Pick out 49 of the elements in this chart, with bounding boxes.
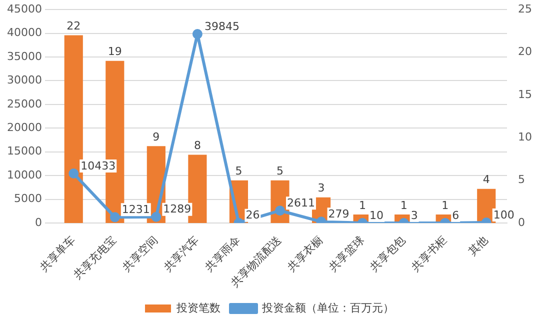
y2-tick-label: 10	[518, 130, 532, 144]
data-label: 100	[493, 208, 514, 222]
y2-tick-label: 25	[518, 2, 532, 16]
data-label: 6	[452, 208, 460, 222]
data-label: 5	[235, 164, 242, 178]
y-tick-label: 10000	[6, 168, 42, 182]
y-tick-label: 25000	[6, 97, 42, 110]
y2-tick-label: 0	[518, 216, 526, 229]
x-tick-label: 其他	[466, 234, 491, 258]
data-label: 39845	[204, 20, 240, 33]
data-label: 26	[246, 208, 260, 222]
y-tick-label: 20000	[6, 121, 42, 134]
data-label: 5	[276, 164, 284, 178]
data-label: 1289	[163, 202, 192, 216]
bar	[64, 35, 83, 223]
y2-tick-label: 5	[518, 173, 526, 186]
data-label: 1	[400, 198, 408, 212]
x-tick-label: 共享空间	[120, 234, 160, 274]
y-tick-label: 15000	[6, 144, 42, 158]
data-label: 10	[370, 208, 384, 222]
data-label: 3	[318, 182, 325, 195]
y-tick-label: 0	[34, 216, 42, 229]
point	[192, 29, 202, 40]
y2-tick-label: 15	[518, 88, 532, 101]
y-tick-label: 35000	[6, 50, 42, 63]
data-label: 4	[482, 173, 490, 186]
y-tick-label: 30000	[6, 74, 42, 87]
legend-label: 投资笔数	[176, 301, 220, 314]
legend-label: 投资金额（单位：百万元）	[261, 301, 394, 314]
data-label: 8	[194, 139, 201, 152]
data-label: 22	[66, 20, 81, 33]
data-label: 9	[152, 130, 160, 144]
x-tick-label: 共享包包	[368, 234, 408, 274]
data-label: 19	[108, 45, 122, 58]
data-label: 1231	[122, 203, 150, 216]
y-tick-label: 40000	[6, 26, 42, 40]
y2-tick-label: 20	[518, 45, 532, 58]
data-label: 1	[442, 198, 449, 212]
x-tick-label: 共享篮球	[326, 234, 367, 274]
data-label: 1	[359, 198, 366, 212]
x-tick-label: 共享汽车	[161, 234, 202, 274]
y-tick-label: 45000	[6, 2, 42, 16]
data-label: 10433	[80, 159, 116, 172]
y-tick-label: 5000	[14, 192, 42, 206]
x-tick-label: 共享书柜	[408, 234, 450, 274]
x-tick-label: 共享衣橱	[285, 234, 326, 274]
data-label: 2611	[287, 196, 315, 210]
data-label: 279	[328, 208, 350, 221]
data-label: 3	[410, 208, 418, 222]
